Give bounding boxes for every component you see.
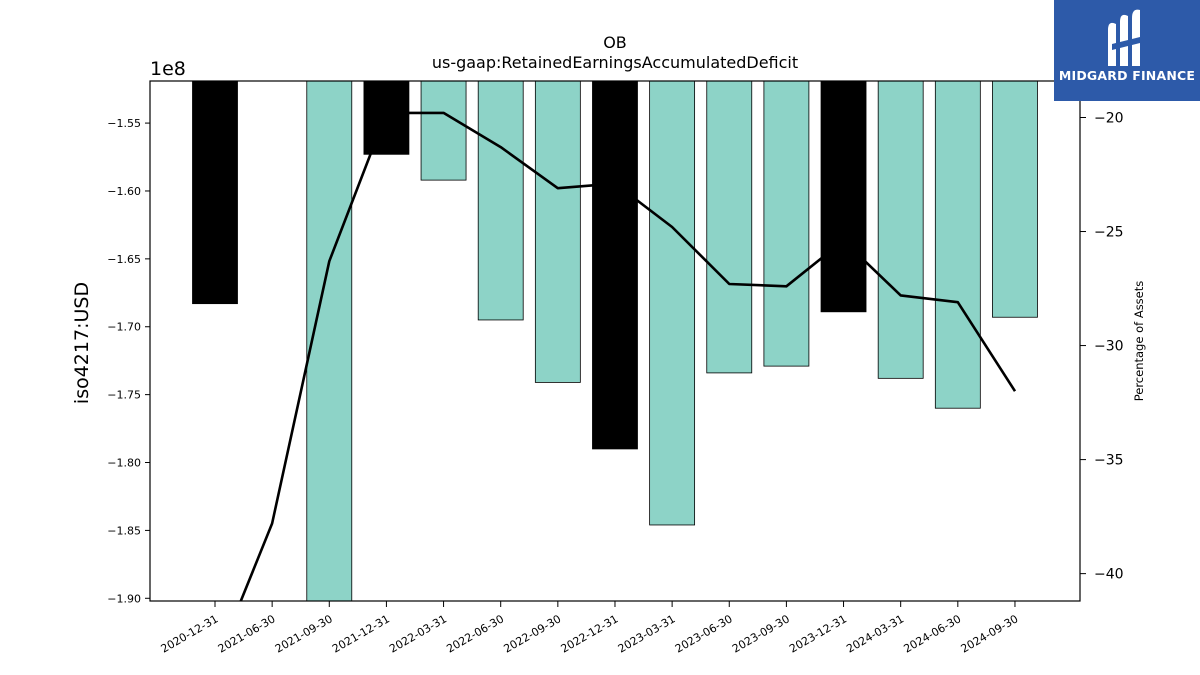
y2-tick-label: −20	[1094, 110, 1124, 126]
x-tick-label: 2024-06-30	[901, 612, 963, 655]
y2-tick-label: −25	[1094, 225, 1124, 241]
bar-2020-12-31	[192, 81, 238, 305]
bar-2024-09-30	[992, 81, 1038, 318]
chart-title: OB	[603, 33, 627, 52]
bar-2024-03-31	[877, 81, 924, 379]
y-tick-label: −1.85	[107, 524, 141, 537]
y-tick-label: −1.60	[107, 185, 141, 198]
bar-2021-09-30	[306, 81, 353, 601]
y-offset-label: 1e8	[150, 58, 186, 80]
plot-area: −1.90 −1.85 −1.80 −1.75 −1.70 −1.65 −1.60 −1.55…	[107, 80, 1124, 656]
y-tick-label: −1.70	[107, 321, 141, 334]
bar-2023-03-31	[649, 81, 696, 526]
logo-text: MIDGARD FINANCE	[1058, 68, 1196, 83]
x-tick-label: 2021-09-30	[273, 612, 335, 655]
bar-2021-12-31	[363, 81, 410, 155]
x-tick-label: 2020-12-31	[159, 612, 221, 655]
y2-tick-label: −35	[1094, 453, 1124, 469]
y-tick-label: −1.65	[107, 253, 141, 266]
x-tick-label: 2024-09-30	[959, 612, 1021, 655]
y-tick-label: −1.80	[107, 457, 141, 470]
bar-2022-03-31	[420, 81, 467, 181]
x-tick-label: 2021-12-31	[330, 612, 392, 655]
x-tick-label: 2022-06-30	[444, 612, 506, 655]
bar-2023-12-31	[820, 81, 867, 313]
x-tick-label: 2023-09-30	[730, 612, 792, 655]
x-tick-label: 2022-12-31	[559, 612, 621, 655]
y-tick-label: −1.90	[107, 592, 141, 605]
bars-group	[192, 81, 1038, 601]
x-tick-label: 2023-06-30	[673, 612, 735, 655]
bar-2023-06-30	[706, 81, 753, 374]
x-tick-label: 2023-12-31	[787, 612, 849, 655]
bar-2022-09-30	[534, 81, 581, 383]
logo: MIDGARD FINANCE	[1054, 0, 1200, 101]
x-tick-label: 2024-03-31	[844, 612, 906, 655]
bar-2022-12-31	[592, 81, 638, 450]
y2-axis-label: Percentage of Assets	[1132, 281, 1146, 402]
y-axis-label: iso4217:USD	[71, 282, 93, 404]
x-tick-label: 2023-03-31	[616, 612, 678, 655]
bar-2022-06-30	[477, 81, 524, 321]
y2-tick-label: −40	[1094, 567, 1124, 583]
midgard-logo-icon	[1108, 9, 1144, 66]
chart-subtitle: us-gaap:RetainedEarningsAccumulatedDefic…	[432, 53, 798, 72]
x-tick-label: 2021-06-30	[216, 612, 278, 655]
bar-2023-09-30	[763, 81, 810, 367]
bar-2024-06-30	[934, 81, 981, 409]
line-group	[239, 111, 1017, 601]
x-tick-label: 2022-09-30	[501, 612, 563, 655]
x-tick-label: 2022-03-31	[387, 612, 449, 655]
y2-tick-label: −30	[1094, 339, 1124, 355]
percentage-of-assets-line	[239, 111, 1017, 601]
y-tick-label: −1.75	[107, 389, 141, 402]
y-tick-label: −1.55	[107, 117, 141, 130]
